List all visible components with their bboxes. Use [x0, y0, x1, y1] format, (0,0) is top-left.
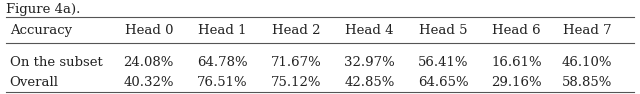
Text: Figure 4a).: Figure 4a).: [6, 3, 81, 16]
Text: Overall: Overall: [10, 76, 59, 89]
Text: On the subset: On the subset: [10, 56, 102, 69]
Text: 32.97%: 32.97%: [344, 56, 395, 69]
Text: Head 6: Head 6: [493, 24, 541, 37]
Text: Head 0: Head 0: [125, 24, 173, 37]
Text: 42.85%: 42.85%: [344, 76, 395, 89]
Text: Head 1: Head 1: [198, 24, 246, 37]
Text: 76.51%: 76.51%: [197, 76, 248, 89]
Text: 46.10%: 46.10%: [562, 56, 612, 69]
Text: 75.12%: 75.12%: [271, 76, 321, 89]
Text: 40.32%: 40.32%: [124, 76, 174, 89]
Text: 24.08%: 24.08%: [124, 56, 174, 69]
Text: 29.16%: 29.16%: [492, 76, 542, 89]
Text: Head 2: Head 2: [272, 24, 320, 37]
Text: Accuracy: Accuracy: [10, 24, 72, 37]
Text: 64.65%: 64.65%: [418, 76, 468, 89]
Text: Head 4: Head 4: [346, 24, 394, 37]
Text: Head 7: Head 7: [563, 24, 611, 37]
Text: 64.78%: 64.78%: [197, 56, 248, 69]
Text: Head 5: Head 5: [419, 24, 467, 37]
Text: 56.41%: 56.41%: [418, 56, 468, 69]
Text: 71.67%: 71.67%: [271, 56, 321, 69]
Text: 16.61%: 16.61%: [492, 56, 542, 69]
Text: 58.85%: 58.85%: [562, 76, 612, 89]
